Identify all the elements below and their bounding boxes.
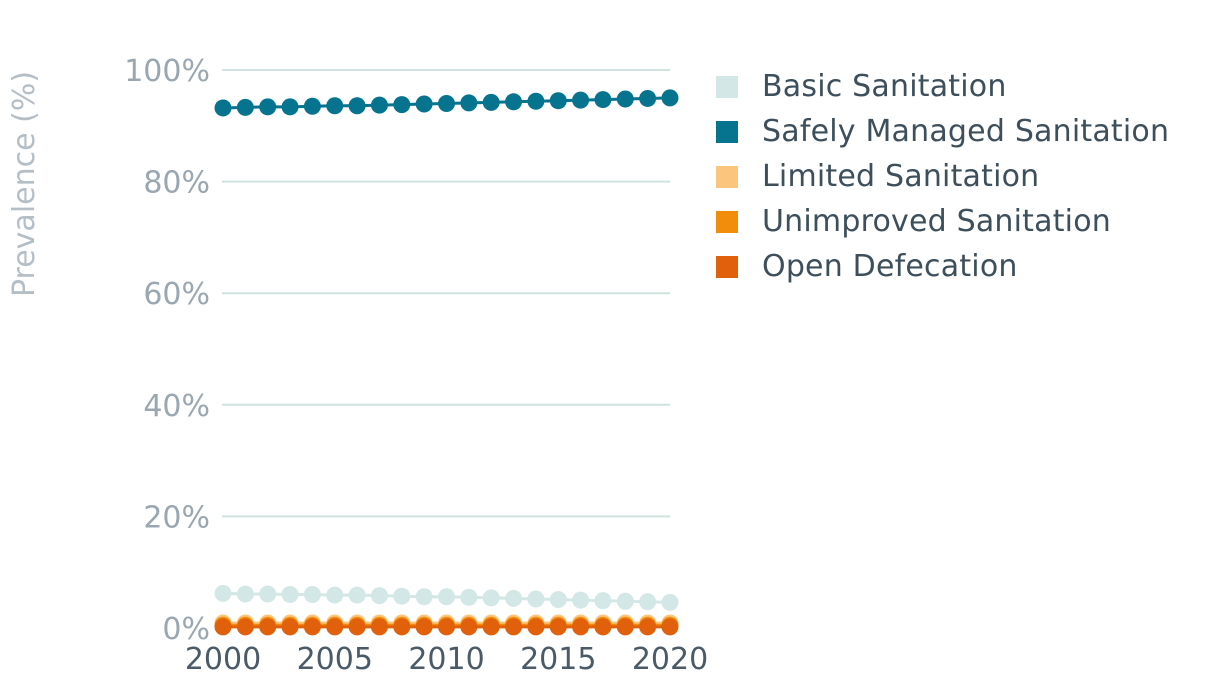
data-point [460,94,478,112]
data-point [482,589,500,607]
data-point [505,618,523,636]
data-point [460,618,478,636]
y-axis-title: Prevalence (%) [7,71,42,297]
data-point [326,97,344,115]
legend-label: Limited Sanitation [762,159,1040,194]
legend-swatch [716,210,738,233]
x-tick-label: 2010 [408,642,484,677]
legend-swatch [716,165,738,188]
y-tick-label: 0% [162,612,210,647]
y-tick-label: 40% [143,389,210,424]
data-point [303,618,321,636]
data-point [572,591,590,609]
data-point [281,98,299,116]
x-tick-label: 2000 [185,642,261,677]
data-point [661,618,679,636]
data-point [236,585,254,603]
data-point [482,93,500,111]
data-point [527,92,545,110]
data-point [214,618,232,636]
series-open-defecation [214,618,679,636]
data-point [661,593,679,611]
gridlines [222,69,670,518]
data-point [549,92,567,110]
legend-swatch [716,75,738,98]
series-basic-sanitation [214,584,679,611]
y-tick-label: 80% [143,166,210,201]
data-point [348,97,366,115]
legend-label: Safely Managed Sanitation [762,114,1170,149]
data-point [348,586,366,604]
data-point [393,618,411,636]
data-point [616,618,634,636]
data-point [303,586,321,604]
data-point [616,90,634,108]
data-point [326,618,344,636]
legend-label: Basic Sanitation [762,69,1007,104]
legend-swatch [716,255,738,278]
legend-item[interactable]: Open Defecation [716,244,1169,289]
data-point [594,91,612,109]
y-tick-label: 100% [124,54,210,89]
data-point [460,588,478,606]
data-point [616,592,634,610]
data-point [527,618,545,636]
data-point [281,618,299,636]
data-point [639,618,657,636]
series-layer [214,89,679,636]
data-point [214,584,232,602]
data-point [326,586,344,604]
legend-swatch [716,120,738,143]
data-point [438,94,455,112]
x-tick-label: 2005 [297,642,373,677]
data-point [259,98,277,116]
y-tick-label: 20% [143,500,210,535]
legend-item[interactable]: Unimproved Sanitation [716,199,1169,244]
x-tick-label: 2015 [520,642,596,677]
data-point [482,618,500,636]
data-point [370,587,388,605]
data-point [415,95,433,113]
data-point [438,618,455,636]
legend-label: Open Defecation [762,249,1018,284]
y-axis-ticks: 0% 20% 40% 60% 80% 100% [124,54,210,647]
data-point [370,96,388,114]
legend-label: Unimproved Sanitation [762,204,1111,239]
data-point [393,96,411,114]
data-point [639,89,657,107]
data-point [549,618,567,636]
x-tick-label: 2020 [632,642,708,677]
legend-item[interactable]: Safely Managed Sanitation [716,109,1169,154]
data-point [214,99,232,117]
data-point [281,586,299,604]
data-point [415,618,433,636]
data-point [594,592,612,610]
data-point [236,618,254,636]
data-point [438,588,455,606]
legend-item[interactable]: Limited Sanitation [716,154,1169,199]
data-point [505,589,523,607]
y-tick-label: 60% [143,277,210,312]
data-point [505,93,523,111]
data-point [661,89,679,107]
data-point [572,91,590,109]
data-point [370,618,388,636]
data-point [594,618,612,636]
data-point [303,97,321,115]
data-point [393,587,411,605]
data-point [236,98,254,116]
legend-item[interactable]: Basic Sanitation [716,64,1169,109]
data-point [348,618,366,636]
series-safely-managed-sanitation [214,89,679,117]
data-point [527,590,545,608]
data-point [259,618,277,636]
data-point [415,588,433,606]
x-axis-ticks: 2000 2005 2010 2015 2020 [185,642,708,677]
legend: Basic Sanitation Safely Managed Sanitatio… [716,64,1169,289]
data-point [259,585,277,603]
data-point [549,591,567,609]
data-point [572,618,590,636]
data-point [639,593,657,611]
